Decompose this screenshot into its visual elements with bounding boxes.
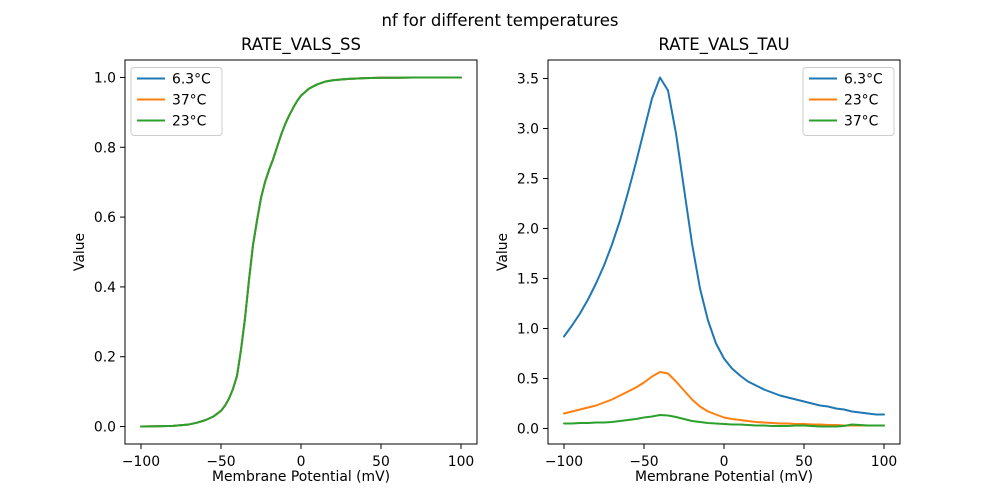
y-tick-label: 1.5	[517, 272, 539, 288]
x-tick-label: 0	[297, 454, 306, 470]
x-tick-label: −50	[206, 454, 235, 470]
x-tick-label: −100	[122, 454, 160, 470]
y-tick-label: 0.6	[94, 210, 116, 226]
left-y-axis-label: Value	[72, 233, 88, 271]
series-line-37°C	[563, 414, 885, 428]
y-tick-label: 0.2	[94, 350, 116, 366]
legend-box	[802, 67, 895, 136]
y-tick-label: 0.5	[517, 372, 539, 388]
series-line-23°C	[563, 371, 885, 427]
left-x-axis-label: Membrane Potential (mV)	[212, 469, 390, 485]
y-tick-label: 3.0	[517, 122, 539, 138]
legend-label: 37°C	[844, 114, 878, 130]
series-line-23°C	[140, 76, 462, 428]
left-chart-title: RATE_VALS_SS	[241, 35, 361, 55]
axes-frame	[547, 59, 901, 445]
figure-suptitle: nf for different temperatures	[381, 11, 618, 30]
y-tick-label: 1.0	[517, 322, 539, 338]
right-x-axis-label: Membrane Potential (mV)	[635, 469, 813, 485]
plot-area-ss: −100 −50 0 50 100 0.0 0.2 0.4 0.6 0.8 1.0 6.3°C 37°C…	[94, 59, 478, 470]
series-line-6.3°C	[563, 76, 885, 416]
y-tick-label: 2.0	[517, 222, 539, 238]
legend-label: 6.3°C	[844, 72, 883, 88]
x-tick-label: 0	[720, 454, 729, 470]
plot-area-tau: −100 −50 0 50 100 0.0 0.5 1.0 1.5 2.0 2.5 3.0 3.5 6.3…	[517, 59, 901, 470]
axes-frame	[124, 59, 478, 445]
legend-label: 23°C	[172, 114, 206, 130]
x-tick-label: 50	[795, 454, 813, 470]
x-tick-label: 100	[871, 454, 898, 470]
y-tick-label: 0.0	[517, 422, 539, 438]
y-tick-label: 0.8	[94, 140, 116, 156]
right-chart-title: RATE_VALS_TAU	[658, 35, 789, 55]
x-tick-label: −50	[629, 454, 658, 470]
y-tick-label: 0.0	[94, 420, 116, 436]
legend-label: 37°C	[172, 93, 206, 109]
legend-label: 6.3°C	[172, 72, 211, 88]
y-tick-label: 1.0	[94, 70, 116, 86]
x-tick-label: −100	[545, 454, 583, 470]
y-tick-label: 0.4	[94, 280, 116, 296]
right-y-axis-label: Value	[495, 233, 511, 271]
y-tick-label: 3.5	[517, 72, 539, 88]
x-tick-label: 50	[372, 454, 390, 470]
legend-box	[130, 67, 223, 136]
legend-label: 23°C	[844, 93, 878, 109]
y-tick-label: 2.5	[517, 172, 539, 188]
x-tick-label: 100	[448, 454, 475, 470]
